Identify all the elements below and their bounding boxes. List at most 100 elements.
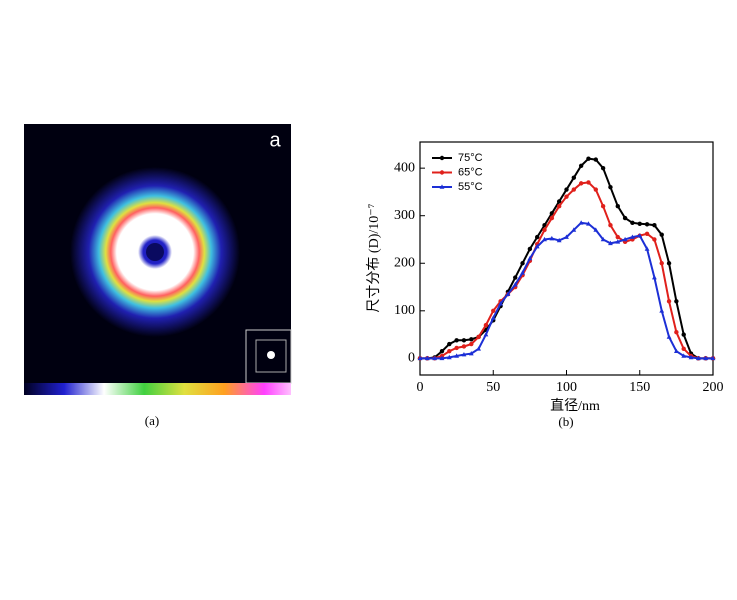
marker	[673, 348, 679, 354]
marker	[571, 175, 577, 180]
marker	[417, 355, 423, 361]
panel-a: a (a)	[24, 124, 292, 428]
marker	[512, 282, 518, 287]
marker	[571, 187, 577, 192]
marker	[630, 220, 635, 226]
marker	[644, 246, 650, 251]
marker	[600, 165, 606, 171]
panel-b: (b) 直径/nm 尺寸分布 (D)/10⁻⁷ 0 50 100 150 200 0 100…	[366, 141, 724, 429]
marker	[447, 341, 452, 347]
marker	[469, 337, 474, 342]
marker	[666, 299, 672, 304]
x-axis-label: 直径/nm	[550, 397, 600, 414]
marker	[520, 261, 525, 266]
marker	[564, 187, 569, 192]
marker	[439, 170, 445, 175]
y-tick-label: 0	[408, 351, 415, 366]
inset-spot	[267, 351, 275, 359]
marker	[622, 215, 628, 221]
inset-frame	[255, 339, 287, 373]
marker	[615, 239, 621, 244]
marker	[556, 237, 562, 243]
marker	[542, 227, 547, 233]
marker	[535, 234, 540, 240]
marker	[608, 223, 613, 228]
marker	[600, 203, 606, 209]
marker	[681, 332, 686, 337]
marker	[534, 244, 540, 249]
marker	[710, 355, 716, 361]
marker	[439, 184, 445, 189]
marker	[637, 221, 642, 226]
marker	[513, 275, 518, 280]
marker	[622, 236, 628, 242]
caption: (a)	[145, 413, 159, 428]
marker	[549, 215, 555, 221]
marker	[469, 341, 474, 347]
marker	[644, 222, 650, 227]
marker	[666, 261, 672, 266]
marker	[578, 220, 584, 225]
marker	[659, 261, 664, 266]
marker	[666, 334, 672, 339]
marker	[600, 236, 606, 242]
marker	[520, 270, 525, 275]
marker	[652, 237, 657, 242]
marker	[695, 355, 701, 361]
series-line	[420, 181, 713, 360]
x-tick-label: 50	[486, 380, 500, 395]
y-tick-label: 300	[394, 208, 415, 223]
marker	[490, 315, 496, 320]
caption: (b)	[558, 414, 573, 429]
y-tick-label: 100	[394, 303, 415, 318]
marker	[586, 180, 591, 185]
x-tick-label: 200	[703, 380, 724, 395]
marker	[446, 354, 452, 360]
marker	[681, 346, 686, 352]
marker	[571, 227, 577, 232]
marker	[608, 184, 613, 190]
marker	[681, 353, 687, 358]
marker	[454, 353, 460, 358]
beam-stop	[146, 243, 164, 261]
marker	[454, 345, 459, 351]
marker	[688, 354, 694, 360]
marker	[549, 235, 555, 241]
marker	[527, 255, 533, 261]
marker	[454, 338, 459, 343]
marker	[461, 338, 467, 343]
marker	[556, 199, 562, 204]
marker	[483, 331, 489, 337]
x-tick-label: 150	[629, 380, 650, 395]
marker	[630, 234, 635, 239]
marker	[659, 232, 664, 237]
marker	[505, 291, 511, 296]
marker	[564, 194, 569, 199]
marker	[491, 308, 496, 314]
marker	[674, 299, 679, 304]
marker	[447, 349, 452, 354]
legend-label: 65°C	[458, 166, 483, 178]
y-axis-label: 尺寸分布 (D)/10⁻⁷	[366, 203, 382, 312]
marker	[439, 355, 445, 361]
marker	[578, 181, 584, 186]
marker	[586, 221, 591, 226]
marker	[564, 234, 569, 239]
panel-label: a	[269, 129, 281, 151]
marker	[468, 351, 474, 356]
marker	[615, 234, 620, 240]
marker	[461, 351, 467, 357]
marker	[424, 355, 430, 361]
y-tick-label: 400	[394, 160, 415, 175]
marker	[659, 308, 665, 313]
marker	[703, 355, 709, 361]
marker	[527, 246, 533, 252]
marker	[432, 355, 438, 361]
marker	[542, 236, 547, 242]
y-tick-label: 200	[394, 255, 415, 270]
marker	[476, 334, 481, 340]
marker	[652, 274, 657, 280]
marker	[644, 231, 650, 236]
marker	[615, 203, 620, 209]
